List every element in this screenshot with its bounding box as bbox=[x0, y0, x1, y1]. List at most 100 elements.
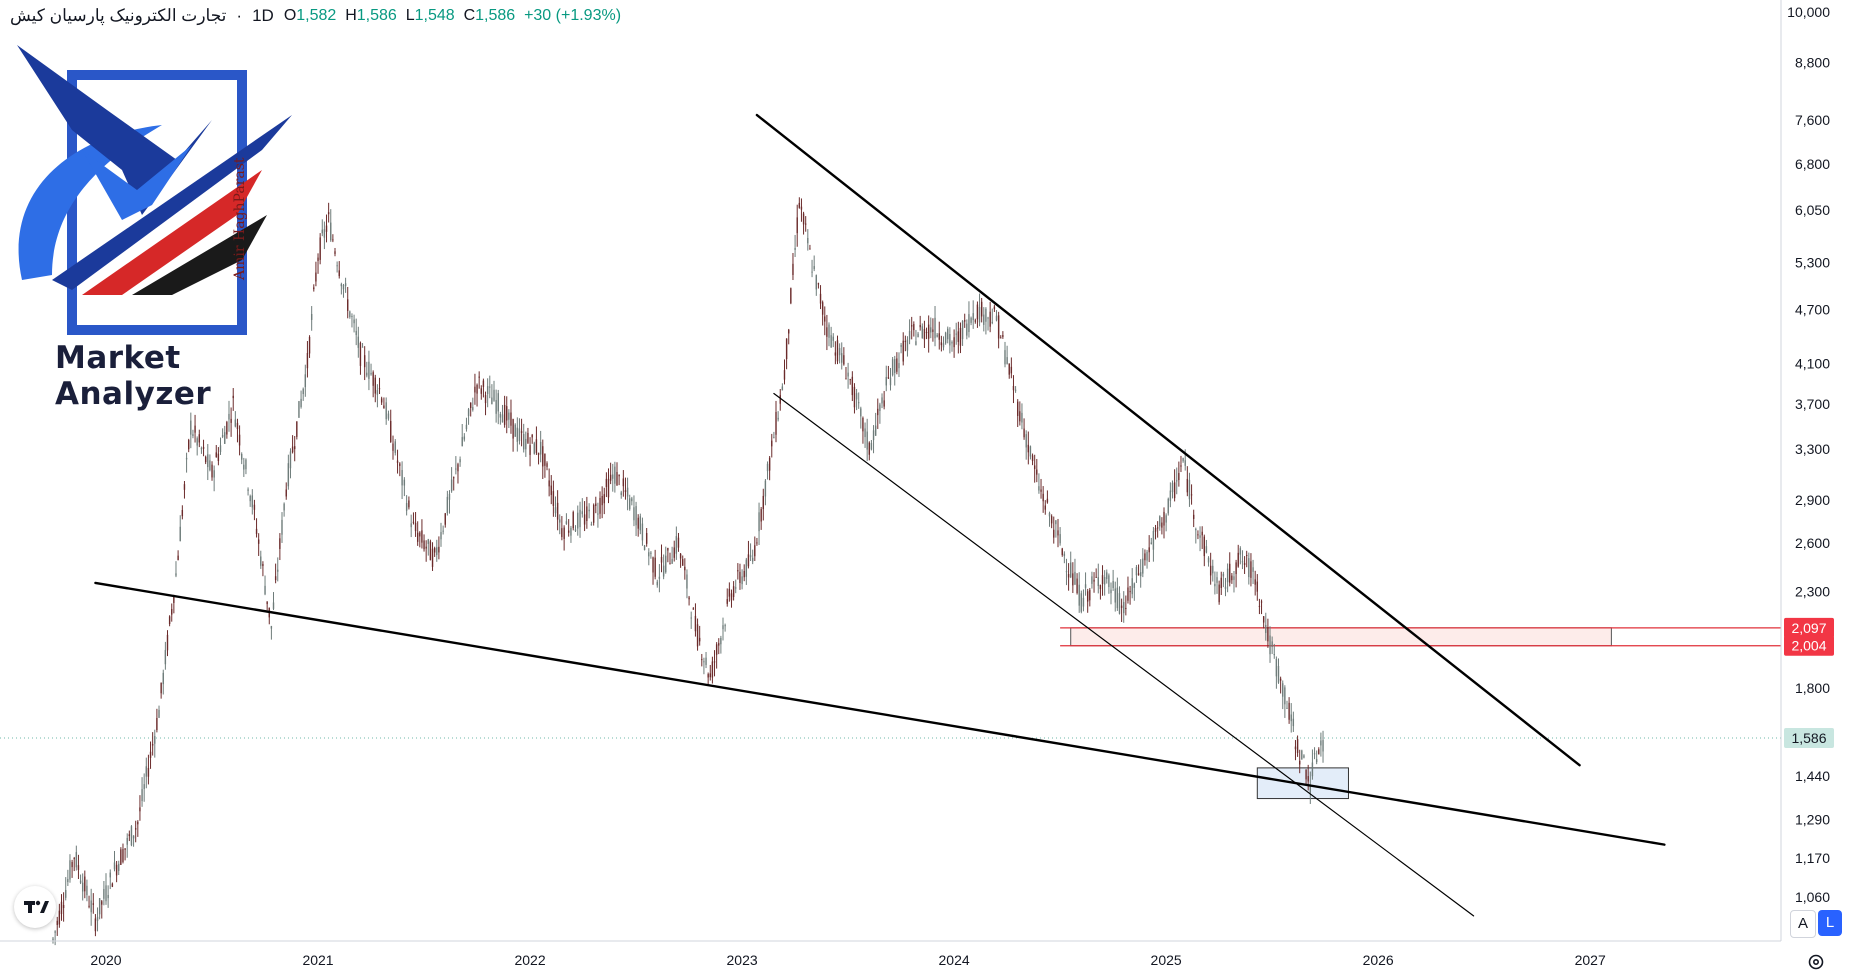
candle-body bbox=[65, 890, 67, 898]
symbol-title[interactable]: تجارت الکترونیک پارسیان کیش bbox=[10, 6, 227, 25]
candle-body bbox=[951, 342, 953, 344]
candle-body bbox=[849, 379, 851, 381]
channel-trendline[interactable] bbox=[773, 392, 1475, 917]
candle-body bbox=[802, 213, 805, 225]
candle-body bbox=[972, 313, 974, 321]
candle-body bbox=[1080, 593, 1083, 612]
candle-body bbox=[713, 661, 716, 663]
candle-body bbox=[270, 626, 273, 629]
candle-body bbox=[559, 519, 561, 523]
log-scale-button[interactable]: L bbox=[1818, 910, 1842, 936]
candle-body bbox=[113, 862, 116, 870]
candle-body bbox=[796, 217, 798, 234]
high-value: 1,586 bbox=[356, 7, 397, 24]
auto-scale-button[interactable]: A bbox=[1790, 910, 1816, 938]
candle-body bbox=[701, 659, 703, 661]
candle-body bbox=[308, 336, 311, 354]
candle-body bbox=[359, 342, 362, 366]
candle-body bbox=[622, 478, 625, 487]
resistance-zone[interactable] bbox=[1070, 627, 1612, 647]
candle-body bbox=[599, 497, 601, 514]
candle-body bbox=[1290, 714, 1292, 722]
candle-body bbox=[1006, 357, 1008, 364]
candle-body bbox=[156, 718, 158, 731]
candle-body bbox=[586, 506, 588, 521]
candle-body bbox=[911, 325, 913, 327]
candle-body bbox=[357, 336, 360, 348]
candle-body bbox=[1303, 755, 1305, 758]
candle-body bbox=[1031, 455, 1034, 462]
interval-label[interactable]: 1D bbox=[252, 6, 274, 25]
candle-body bbox=[1171, 482, 1174, 493]
candle-body bbox=[788, 329, 790, 334]
candle-body bbox=[141, 789, 143, 802]
candle-body bbox=[480, 388, 482, 394]
upper-trendline[interactable] bbox=[755, 113, 1581, 767]
candle-body bbox=[257, 539, 260, 544]
candle-body bbox=[394, 441, 396, 453]
time-axis[interactable]: 201920202021202220232024202520262027 bbox=[0, 952, 1606, 968]
candle-body bbox=[785, 338, 788, 360]
candle-body bbox=[1063, 553, 1066, 556]
candle-body bbox=[518, 428, 521, 441]
candle-body bbox=[845, 378, 847, 380]
x-tick-label: 2027 bbox=[1575, 952, 1606, 968]
candle-body bbox=[467, 409, 470, 417]
candle-body bbox=[1182, 458, 1184, 462]
candle-body bbox=[219, 445, 222, 452]
candle-body bbox=[792, 263, 794, 275]
candle-body bbox=[438, 546, 440, 553]
candle-body bbox=[533, 443, 535, 454]
candle-body bbox=[171, 608, 173, 615]
candle-body bbox=[639, 516, 642, 531]
ohlc-values: O1,582 H1,586 L1,548 C1,586 +30 (+1.93%) bbox=[284, 7, 621, 25]
candle-body bbox=[302, 388, 304, 395]
price-axis[interactable]: 10,000 8,800 7,600 6,800 6,050 5,300 4,700 4,10… bbox=[1787, 4, 1830, 905]
y-tick-label: 4,100 bbox=[1795, 356, 1830, 372]
tradingview-logo[interactable] bbox=[14, 886, 56, 928]
candle-body bbox=[728, 588, 731, 597]
candle-body bbox=[654, 557, 656, 577]
candle-body bbox=[1025, 434, 1027, 448]
candle-body bbox=[1097, 577, 1099, 587]
candle-body bbox=[323, 229, 326, 238]
candle-body bbox=[1154, 528, 1157, 532]
candle-body bbox=[332, 239, 334, 241]
candle-body bbox=[1184, 460, 1186, 466]
candle-body bbox=[433, 548, 436, 553]
candle-body bbox=[245, 459, 247, 470]
candle-body bbox=[853, 386, 856, 408]
candle-body bbox=[603, 494, 605, 504]
candle-body bbox=[592, 504, 595, 523]
candle-body bbox=[766, 463, 769, 472]
candle-body bbox=[88, 905, 90, 907]
candle-body bbox=[800, 206, 803, 210]
candle-body bbox=[724, 625, 726, 627]
candle-body bbox=[128, 834, 131, 837]
candle-body bbox=[894, 359, 896, 373]
candle-body bbox=[198, 434, 201, 443]
candle-body bbox=[266, 601, 268, 605]
candle-body bbox=[688, 597, 690, 600]
candle-body bbox=[396, 460, 399, 463]
candle-body bbox=[720, 637, 722, 645]
candle-body bbox=[520, 431, 523, 433]
candle-body bbox=[620, 492, 622, 495]
candle-body bbox=[985, 308, 987, 322]
candle-body bbox=[917, 333, 919, 338]
candle-body bbox=[847, 372, 849, 377]
candle-body bbox=[154, 736, 156, 744]
candle-body bbox=[77, 865, 80, 870]
candle-body bbox=[1120, 605, 1123, 608]
candle-body bbox=[677, 537, 680, 548]
y-tick-label: 2,300 bbox=[1795, 583, 1830, 599]
candle-body bbox=[383, 405, 385, 409]
settings-gear-icon[interactable] bbox=[1806, 952, 1826, 972]
candle-body bbox=[1252, 567, 1254, 572]
lower-trendline[interactable] bbox=[94, 581, 1666, 846]
candle-body bbox=[1038, 486, 1040, 491]
candle-body bbox=[241, 453, 243, 460]
candle-body bbox=[1190, 494, 1193, 496]
x-tick-label: 2022 bbox=[514, 952, 545, 968]
